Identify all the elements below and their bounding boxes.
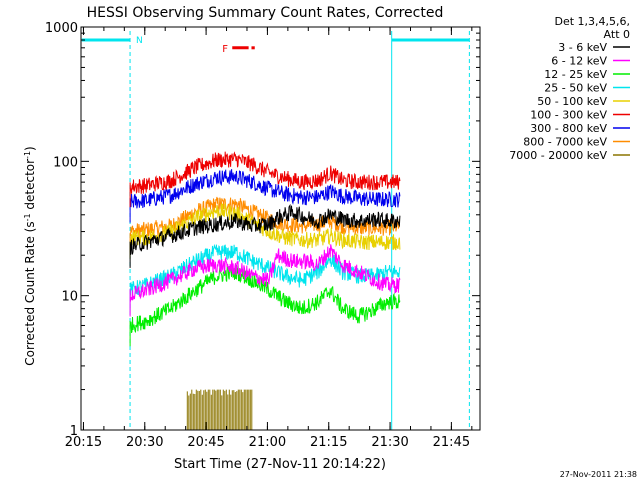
x-tick-label-6: 21:45: [433, 435, 470, 450]
legend-label-7: 800 - 7000 keV: [523, 136, 607, 149]
x-tick-label-4: 21:15: [310, 435, 347, 450]
legend-label-0: 3 - 6 keV: [558, 41, 607, 54]
y-axis-label-sup1: -1: [23, 213, 32, 221]
series-6-to-12keV: [129, 244, 401, 317]
x-tick-label-5: 21:30: [371, 435, 408, 450]
series-7000-to-20000keV: [186, 389, 253, 430]
legend-label-1: 6 - 12 keV: [551, 55, 607, 68]
legend-label-4: 50 - 100 keV: [537, 95, 607, 108]
legend-header-line-2: Att 0: [604, 28, 630, 41]
x-tick-label-2: 20:45: [187, 435, 224, 450]
series-100-to-300keV: [129, 151, 401, 208]
night-label: N: [136, 36, 143, 46]
legend-label-3: 25 - 50 keV: [544, 82, 607, 95]
legend-label-5: 100 - 300 keV: [530, 109, 607, 122]
x-tick-label-0: 20:15: [65, 435, 102, 450]
x-tick-label-3: 21:00: [249, 435, 286, 450]
y-tick-label-0: 1: [70, 424, 78, 439]
y-axis-label-sup2: -1: [23, 151, 32, 159]
legend-header-line-1: Det 1,3,4,5,6,: [554, 15, 630, 28]
legend-label-6: 300 - 800 keV: [530, 122, 607, 135]
legend-label-8: 7000 - 20000 keV: [509, 149, 607, 162]
y-tick-label-2: 100: [53, 155, 78, 170]
series-3-to-6keV: [129, 203, 401, 268]
plot-frame: [80, 26, 481, 431]
y-axis-label-mid: detector: [23, 159, 37, 214]
x-tick-label-1: 20:30: [126, 435, 163, 450]
x-axis-label: Start Time (27-Nov-11 20:14:22): [174, 457, 386, 472]
series-300-to-800keV: [129, 169, 401, 223]
y-axis-label: Corrected Count Rate (s-1 detector-1): [23, 146, 38, 365]
y-axis-label-end: ): [23, 146, 37, 151]
axes: 20:15 20:30 20:45 21:00 21:15 21:30 21:45 1 10 10…: [45, 21, 481, 450]
y-axis-label-main: Corrected Count Rate (s: [23, 221, 37, 365]
legend-label-2: 12 - 25 keV: [544, 68, 607, 81]
y-tick-label-3: 1000: [45, 21, 78, 36]
series-12-to-25keV: [129, 264, 401, 347]
plot-area: NF: [81, 31, 470, 430]
flare-label: F: [222, 44, 228, 55]
timestamp: 27-Nov-2011 21:38: [560, 470, 637, 479]
chart-title: HESSI Observing Summary Count Rates, Cor…: [87, 5, 444, 21]
y-tick-label-1: 10: [61, 290, 78, 305]
